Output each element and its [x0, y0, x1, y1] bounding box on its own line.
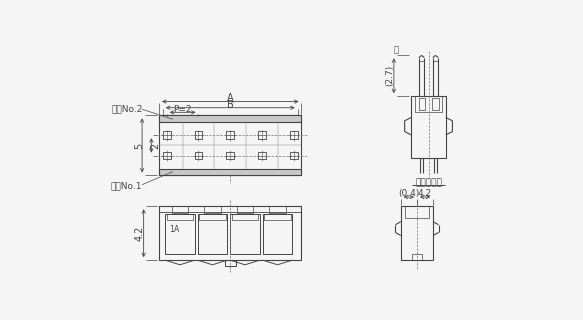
- Bar: [195, 152, 202, 159]
- Text: 1: 1: [169, 225, 174, 234]
- Bar: [263, 214, 292, 254]
- Text: B: B: [227, 100, 234, 110]
- Bar: [159, 169, 301, 175]
- Text: 2: 2: [150, 142, 160, 148]
- Bar: [226, 132, 234, 139]
- Bar: [415, 96, 442, 112]
- Bar: [269, 206, 286, 213]
- Bar: [163, 132, 171, 139]
- Bar: [264, 214, 291, 220]
- Text: 端子No.1: 端子No.1: [111, 182, 142, 191]
- Text: P=2: P=2: [173, 105, 192, 114]
- Bar: [159, 206, 301, 212]
- Text: 注: 注: [394, 45, 399, 54]
- Bar: [226, 152, 234, 159]
- Text: 4.2: 4.2: [418, 189, 432, 198]
- Bar: [405, 206, 429, 218]
- Bar: [433, 98, 438, 110]
- Bar: [230, 214, 259, 254]
- Text: 4.2: 4.2: [135, 226, 145, 241]
- Bar: [198, 214, 227, 254]
- Bar: [225, 260, 236, 266]
- Text: 端子No.2: 端子No.2: [111, 105, 142, 114]
- Bar: [412, 254, 422, 260]
- Bar: [258, 152, 266, 159]
- Bar: [419, 98, 424, 110]
- Text: A: A: [227, 93, 234, 103]
- Bar: [205, 206, 220, 213]
- Bar: [290, 152, 298, 159]
- Bar: [165, 214, 195, 254]
- Bar: [172, 206, 188, 213]
- Bar: [401, 206, 433, 260]
- Bar: [290, 132, 298, 139]
- Text: A: A: [174, 225, 180, 234]
- Text: 端子挿入図: 端子挿入図: [415, 178, 442, 187]
- Bar: [237, 206, 253, 213]
- Bar: [159, 116, 301, 175]
- Bar: [232, 214, 258, 220]
- Bar: [258, 132, 266, 139]
- Bar: [163, 152, 171, 159]
- Text: (2.7): (2.7): [385, 65, 395, 86]
- Bar: [159, 206, 301, 260]
- Bar: [159, 116, 301, 122]
- Bar: [167, 214, 193, 220]
- Bar: [411, 96, 446, 158]
- Bar: [199, 214, 226, 220]
- Text: 5: 5: [134, 142, 144, 148]
- Text: (0.4): (0.4): [398, 189, 420, 198]
- Bar: [195, 132, 202, 139]
